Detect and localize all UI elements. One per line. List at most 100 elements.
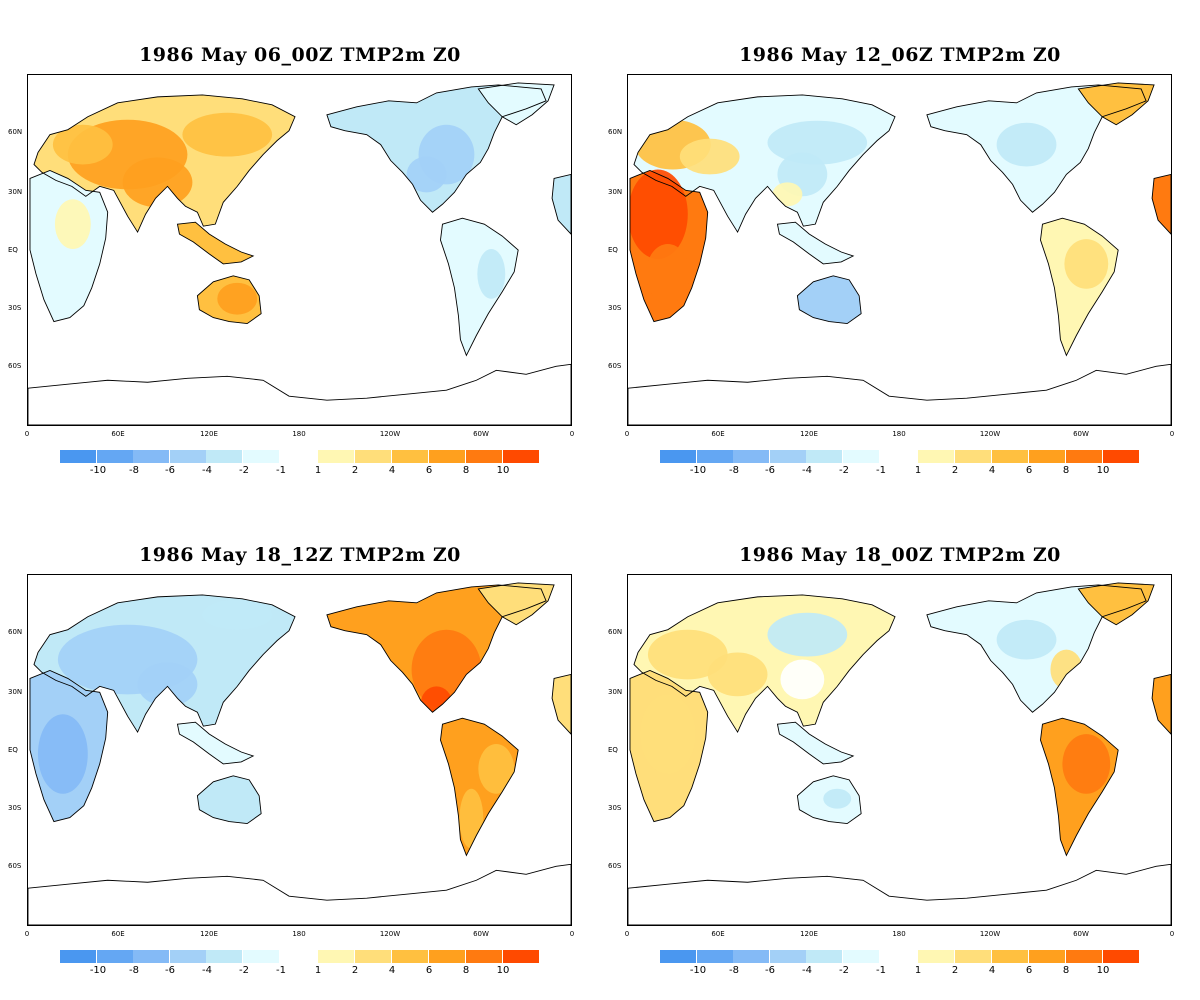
colorbar-label: -6 xyxy=(165,465,175,476)
colorbar-swatch xyxy=(733,950,769,963)
land-africaR xyxy=(1152,674,1171,735)
colorbar-label: -2 xyxy=(839,465,849,476)
colorbar-label: 1 xyxy=(914,965,922,976)
colorbar-label: 4 xyxy=(988,965,996,976)
lon-tick-label: 0 xyxy=(569,430,575,438)
colorbar-swatch xyxy=(318,950,354,963)
colorbar-label: -10 xyxy=(689,465,707,476)
colorbar-swatch xyxy=(60,950,96,963)
coastline-antarctica xyxy=(28,863,571,925)
coastline-africaR xyxy=(551,173,571,235)
colorbar-swatch xyxy=(918,950,954,963)
lon-tick-label: 120E xyxy=(800,430,818,438)
colorbar-label: -1 xyxy=(876,465,886,476)
colorbar-label: -10 xyxy=(689,965,707,976)
coastline-greenland xyxy=(477,82,555,126)
colorbar-swatch xyxy=(696,450,733,463)
colorbar-swatch xyxy=(392,450,428,463)
coastline-northamerica xyxy=(326,84,547,213)
colorbar-swatch xyxy=(392,950,428,963)
colorbar-swatch xyxy=(660,950,696,963)
colorbar-swatch xyxy=(503,450,539,463)
colorbar-label: 4 xyxy=(388,965,396,976)
lon-tick-label: 0 xyxy=(1169,430,1175,438)
anomaly-patch xyxy=(767,612,848,657)
land-antarctica xyxy=(628,864,1171,925)
colorbar-negative xyxy=(60,950,280,963)
colorbar-swatch xyxy=(769,450,806,463)
lon-tick-label: 0 xyxy=(624,930,630,938)
colorbar-label: 2 xyxy=(351,965,359,976)
anomaly-patch xyxy=(679,138,740,175)
panel-title: 1986 May 18_12Z TMP2m Z0 xyxy=(139,544,461,566)
colorbar-label: 4 xyxy=(988,465,996,476)
colorbar-label: -6 xyxy=(165,965,175,976)
colorbar-swatch xyxy=(955,450,991,463)
anomaly-patch xyxy=(420,686,453,723)
anomaly-patch xyxy=(406,156,447,193)
colorbar-swatch xyxy=(133,950,169,963)
colorbar-swatch xyxy=(96,950,133,963)
lat-tick-label: 30N xyxy=(608,188,623,196)
lon-tick-label: 120E xyxy=(800,930,818,938)
lat-tick-label: 60N xyxy=(608,128,623,136)
lat-tick-label: 60N xyxy=(8,128,23,136)
lat-tick-label: 30N xyxy=(608,688,623,696)
land-greenland xyxy=(478,82,555,125)
land-southamerica xyxy=(440,218,519,356)
anomaly-patch xyxy=(459,788,484,849)
colorbar-label: 10 xyxy=(496,965,510,976)
map-panel-4: 1986 May 18_00Z TMP2m Z0 60N 30N EQ 30S 60S 0 6… xyxy=(600,500,1200,1000)
coastline-seasia xyxy=(176,221,255,265)
lon-tick-label: 0 xyxy=(24,430,30,438)
coastline-africa xyxy=(629,169,709,323)
colorbar-label: 1 xyxy=(314,465,322,476)
colorbar-swatch xyxy=(1029,950,1065,963)
lat-tick-label: 60S xyxy=(8,362,22,370)
land-africaR xyxy=(552,674,571,735)
temperature-anomaly-map xyxy=(627,74,1172,426)
map-canvas xyxy=(28,582,571,925)
anomaly-patch xyxy=(639,694,696,774)
anomaly-patch xyxy=(767,120,868,165)
colorbar-swatch xyxy=(429,950,465,963)
colorbar-swatch xyxy=(1066,950,1102,963)
coastline-australia xyxy=(796,275,862,325)
colorbar-swatch xyxy=(429,450,465,463)
colorbar-swatch xyxy=(206,950,242,963)
anomaly-patch xyxy=(122,157,193,208)
land-australia xyxy=(797,275,862,324)
anomaly-patch xyxy=(996,619,1057,660)
coastline-seasia xyxy=(776,221,855,265)
lon-tick-label: 60W xyxy=(1073,930,1089,938)
anomaly-patch xyxy=(37,714,88,794)
coastline-africa xyxy=(629,669,709,823)
coastline-greenland xyxy=(477,582,555,626)
land-antarctica xyxy=(28,864,571,925)
lon-tick-label: 0 xyxy=(1169,930,1175,938)
coastline-africaR xyxy=(1151,673,1171,735)
lon-tick-label: 60W xyxy=(473,930,489,938)
colorbar-swatch xyxy=(1029,450,1065,463)
colorbar-swatch xyxy=(696,950,733,963)
map-panel-3: 1986 May 18_12Z TMP2m Z0 60N 30N EQ 30S 60S 0 6… xyxy=(0,500,600,1000)
map-panel-1: 1986 May 06_00Z TMP2m Z0 60N 30N EQ 30S 60S 0 6… xyxy=(0,0,600,500)
lat-tick-label: EQ xyxy=(8,746,18,754)
coastline-antarctica xyxy=(28,363,571,425)
colorbar-label: -4 xyxy=(202,965,212,976)
colorbar-label: -1 xyxy=(276,465,286,476)
colorbar-swatch xyxy=(955,950,991,963)
colorbar-negative xyxy=(660,450,880,463)
lon-tick-label: 120E xyxy=(200,930,218,938)
anomaly-patch xyxy=(54,199,91,250)
lat-tick-label: 30N xyxy=(8,688,23,696)
land-antarctica xyxy=(28,364,571,425)
map-canvas xyxy=(628,582,1171,925)
anomaly-patch xyxy=(202,599,273,630)
anomaly-patch xyxy=(628,169,688,259)
colorbar-positive xyxy=(318,450,540,463)
colorbar-label: 8 xyxy=(462,465,470,476)
colorbar-swatch xyxy=(992,450,1028,463)
land-africaR xyxy=(552,174,571,235)
anomaly-patch xyxy=(772,182,803,207)
